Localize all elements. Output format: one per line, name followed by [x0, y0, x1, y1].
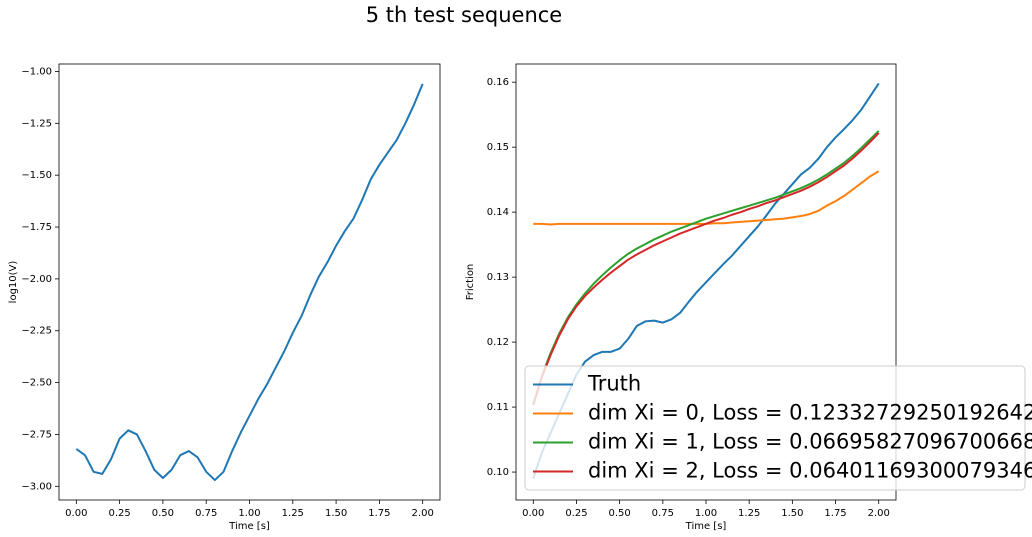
y-tick-label: 0.13	[487, 272, 509, 283]
x-tick-label: 1.50	[781, 508, 803, 519]
x-axis-label: Time [s]	[685, 521, 727, 532]
x-tick-label: 1.25	[738, 508, 760, 519]
y-tick-label: −3.00	[21, 481, 52, 492]
x-tick-label: 0.50	[152, 508, 174, 519]
y-tick-label: −1.50	[21, 170, 52, 181]
y-tick-label: −2.25	[21, 326, 52, 337]
y-tick-label: −2.50	[21, 378, 52, 389]
x-tick-label: 0.00	[65, 508, 87, 519]
y-tick-label: −1.00	[21, 66, 52, 77]
legend-box	[524, 365, 1026, 491]
y-axis-label: log10(V)	[8, 261, 19, 304]
y-tick-label: −2.00	[21, 274, 52, 285]
x-tick-label: 1.75	[368, 508, 390, 519]
y-tick-label: 0.10	[487, 467, 509, 478]
y-tick-label: 0.12	[487, 337, 509, 348]
x-tick-label: 0.75	[195, 508, 217, 519]
axes-frame	[515, 63, 897, 501]
figure-title: 5 th test sequence	[366, 3, 562, 27]
y-tick-label: 0.11	[487, 402, 509, 413]
legend-label: Truth	[587, 372, 641, 396]
y-tick-label: 0.15	[487, 142, 509, 153]
legend-label: dim Xi = 1, Loss = 0.06695827096700668	[588, 430, 1032, 454]
x-tick-label: 0.25	[108, 508, 130, 519]
x-tick-label: 1.75	[824, 508, 846, 519]
plot-area	[532, 82, 880, 479]
x-axis-label: Time [s]	[228, 521, 270, 532]
line	[532, 130, 880, 405]
x-tick-label: 0.25	[565, 508, 587, 519]
y-tick-label: 0.14	[487, 207, 509, 218]
line	[532, 132, 880, 406]
legend-label: dim Xi = 2, Loss = 0.06401169300079346	[588, 459, 1032, 483]
axes-frame	[58, 63, 441, 501]
legend-label: dim Xi = 0, Loss = 0.12332729250192642	[588, 401, 1032, 425]
x-tick-label: 1.25	[282, 508, 304, 519]
x-tick-label: 1.00	[238, 508, 260, 519]
x-tick-label: 1.50	[325, 508, 347, 519]
y-tick-label: −1.25	[21, 118, 52, 129]
x-tick-label: 1.00	[695, 508, 717, 519]
line	[533, 170, 880, 226]
y-axis-label: Friction	[465, 264, 476, 301]
x-tick-label: 0.50	[609, 508, 631, 519]
line	[75, 83, 424, 482]
y-tick-label: −2.75	[21, 429, 52, 440]
x-tick-label: 2.00	[412, 508, 434, 519]
y-tick-label: 0.16	[487, 77, 509, 88]
x-tick-label: 0.75	[652, 508, 674, 519]
plot-area	[75, 83, 424, 482]
x-tick-label: 2.00	[868, 508, 890, 519]
y-tick-label: −1.75	[21, 222, 52, 233]
x-tick-label: 0.00	[522, 508, 544, 519]
line	[532, 82, 880, 479]
